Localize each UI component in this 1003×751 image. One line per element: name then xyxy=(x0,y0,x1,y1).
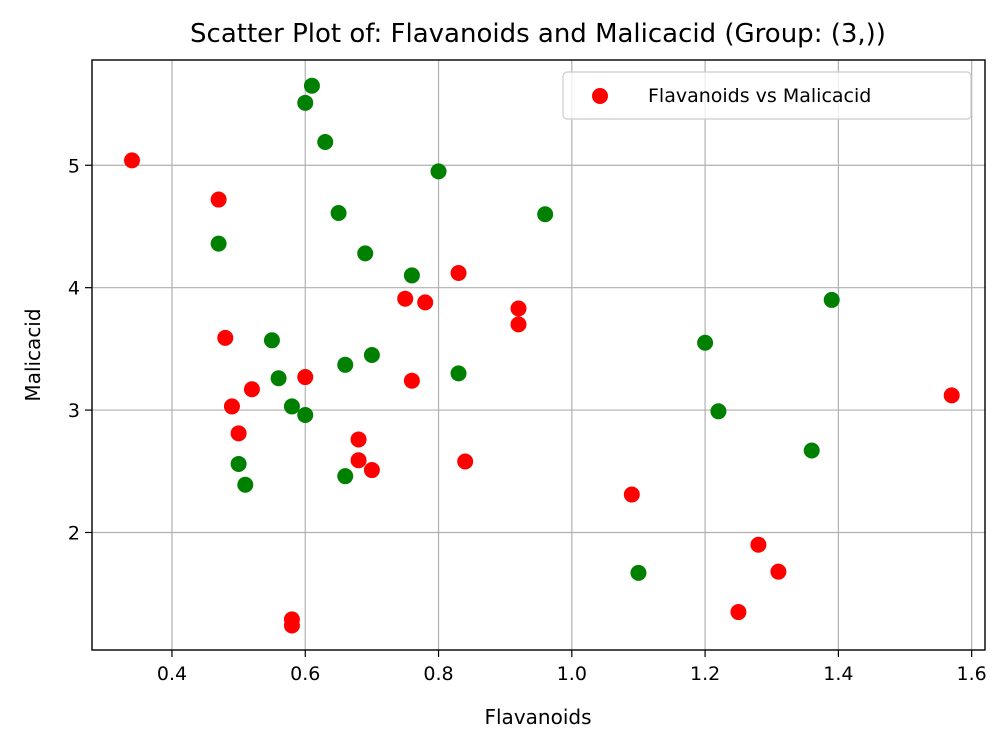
scatter-point xyxy=(457,453,474,470)
scatter-point xyxy=(330,205,347,222)
scatter-point xyxy=(630,564,647,581)
x-axis-label: Flavanoids xyxy=(485,705,592,729)
scatter-point xyxy=(803,442,820,459)
scatter-point xyxy=(623,486,640,503)
scatter-point xyxy=(363,347,380,363)
scatter-point xyxy=(270,370,287,387)
scatter-point xyxy=(337,356,354,373)
x-tick-label: 0.4 xyxy=(157,663,187,685)
scatter-point xyxy=(303,77,320,94)
scatter-point xyxy=(417,294,434,311)
scatter-point xyxy=(217,329,234,346)
scatter-point xyxy=(943,387,960,404)
y-tick-label: 3 xyxy=(68,400,80,422)
scatter-point xyxy=(357,245,374,262)
scatter-point xyxy=(230,425,247,442)
scatter-point xyxy=(230,455,247,472)
x-tick-label: 1.6 xyxy=(957,663,987,685)
x-tick-label: 1.2 xyxy=(690,663,720,685)
scatter-point xyxy=(510,316,527,333)
scatter-point xyxy=(823,291,840,308)
scatter-point xyxy=(750,536,767,553)
scatter-point xyxy=(403,267,420,284)
scatter-point xyxy=(537,206,554,223)
scatter-point xyxy=(770,563,787,580)
legend: Flavanoids vs Malicacid xyxy=(562,71,972,120)
legend-box xyxy=(562,71,972,120)
scatter-point xyxy=(123,152,140,169)
scatter-point xyxy=(403,372,420,389)
y-axis-ticks: 2 3 4 5 xyxy=(68,155,92,544)
chart-title: Scatter Plot of: Flavanoids and Malicaci… xyxy=(190,19,886,49)
scatter-point xyxy=(283,398,300,415)
scatter-point xyxy=(397,290,414,307)
scatter-point xyxy=(730,604,747,621)
scatter-point xyxy=(297,369,314,386)
scatter-point xyxy=(297,94,314,111)
scatter-point xyxy=(243,381,260,398)
x-tick-label: 0.6 xyxy=(290,663,320,685)
scatter-point xyxy=(337,468,354,485)
scatter-point xyxy=(350,452,367,469)
scatter-point xyxy=(450,264,467,281)
x-tick-label: 1.0 xyxy=(557,663,587,685)
scatter-point xyxy=(363,462,380,479)
x-tick-label: 1.4 xyxy=(823,663,853,685)
scatter-point xyxy=(263,332,280,349)
scatter-point xyxy=(317,134,334,151)
scatter-point xyxy=(223,398,240,415)
scatter-point xyxy=(510,300,527,317)
scatter-point xyxy=(297,406,314,423)
y-tick-label: 5 xyxy=(68,155,80,177)
scatter-point xyxy=(210,235,227,252)
grid-lines xyxy=(92,60,985,650)
scatter-point xyxy=(697,334,714,351)
y-tick-label: 4 xyxy=(68,278,80,300)
legend-label: Flavanoids vs Malicacid xyxy=(648,85,871,107)
scatter-point xyxy=(237,476,254,493)
scatter-point xyxy=(450,365,467,382)
scatter-point xyxy=(210,191,227,208)
x-tick-label: 0.8 xyxy=(423,663,453,685)
x-axis-ticks: 0.4 0.6 0.8 1.0 1.2 1.4 1.6 xyxy=(157,650,987,685)
scatter-point xyxy=(430,163,447,180)
y-tick-label: 2 xyxy=(68,522,80,544)
scatter-point xyxy=(350,431,367,448)
scatter-point xyxy=(710,403,727,420)
plot-area-frame xyxy=(91,59,986,651)
scatter-point xyxy=(283,617,300,634)
data-points xyxy=(123,77,960,634)
y-axis-label: Malicacid xyxy=(21,308,45,401)
legend-marker xyxy=(592,88,608,104)
